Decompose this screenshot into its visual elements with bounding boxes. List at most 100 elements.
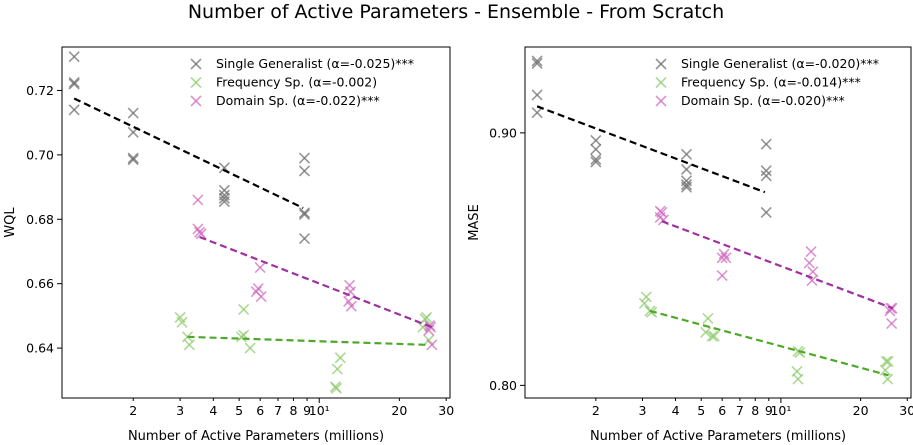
data-point	[298, 208, 311, 221]
data-point	[794, 346, 806, 359]
data-point	[331, 363, 343, 375]
data-point	[345, 300, 357, 312]
data-point	[590, 143, 602, 155]
data-point	[195, 228, 207, 240]
legend-marker	[190, 76, 202, 89]
data-point	[590, 134, 602, 146]
data-point	[792, 373, 804, 385]
data-point	[640, 291, 652, 303]
data-point	[590, 153, 602, 165]
data-point	[680, 163, 693, 176]
x-tick-label: 7	[736, 403, 744, 418]
data-point	[68, 51, 80, 63]
y-tick-label: 0.66	[26, 276, 54, 291]
x-tick-label: 6	[718, 403, 726, 418]
x-tick-label: 8	[751, 403, 759, 418]
data-point	[680, 179, 693, 191]
data-point	[426, 339, 438, 351]
x-tick-label: 3	[176, 403, 184, 418]
data-point	[803, 257, 815, 269]
data-point	[127, 154, 139, 166]
data-point	[298, 233, 311, 245]
legend-marker	[190, 58, 202, 70]
y-tick-label: 0.90	[489, 125, 517, 140]
legend-marker	[190, 95, 202, 107]
data-point	[702, 312, 714, 325]
legend-entry: Domain Sp. (α=-0.020)***	[681, 93, 845, 108]
data-point	[760, 138, 772, 150]
y-axis-title: MASE	[467, 204, 482, 241]
series-3	[654, 205, 898, 330]
x-tick-label: 10¹	[770, 403, 791, 418]
data-point	[68, 76, 80, 88]
legend: Single Generalist (α=-0.020)*** Frequency…	[655, 56, 879, 108]
data-point	[192, 194, 204, 206]
y-tick-label: 0.64	[26, 341, 54, 356]
data-point	[807, 266, 819, 278]
trend-line	[199, 235, 433, 329]
data-point	[680, 181, 693, 193]
data-point	[238, 303, 250, 316]
plot-frame	[524, 46, 912, 399]
data-point	[880, 355, 892, 367]
data-point	[254, 262, 266, 274]
data-point	[720, 252, 732, 264]
data-point	[250, 286, 262, 298]
data-point	[700, 326, 712, 338]
x-tick-label: 3	[638, 403, 646, 418]
data-point	[68, 104, 80, 116]
figure-title: Number of Active Parameters - Ensemble -…	[188, 1, 724, 23]
trend-line	[536, 105, 766, 194]
x-tick-label: 9	[765, 403, 773, 418]
legend-marker	[655, 76, 667, 89]
data-point	[420, 311, 433, 324]
data-point	[298, 152, 311, 164]
trend-line	[649, 309, 889, 377]
series-3	[192, 194, 438, 351]
data-point	[423, 334, 435, 346]
data-point	[882, 355, 894, 367]
x-tick-label: 20	[853, 403, 869, 418]
data-point	[330, 382, 342, 394]
data-point	[716, 252, 728, 264]
legend-entry: Frequency Sp. (α=-0.002)	[216, 75, 377, 90]
data-point	[708, 330, 720, 342]
data-point	[298, 165, 311, 177]
x-tick-label: 2	[129, 403, 137, 418]
data-point	[127, 107, 139, 119]
data-point	[879, 364, 891, 376]
x-tick-label: 4	[672, 403, 680, 418]
data-point	[244, 342, 256, 354]
data-point	[252, 282, 264, 295]
plot-frame	[61, 46, 451, 399]
x-axis-title: Number of Active Parameters (millions)	[128, 429, 384, 444]
data-point	[716, 269, 728, 282]
y-tick-label: 0.68	[26, 212, 54, 227]
x-tick-label: 20	[391, 403, 407, 418]
y-axis-title: WQL	[3, 207, 18, 238]
x-axis-title: Number of Active Parameters (millions)	[590, 429, 846, 444]
legend-marker	[655, 58, 667, 70]
x-tick-label: 9	[303, 403, 311, 418]
data-point	[760, 170, 772, 182]
y-tick-label: 0.80	[489, 378, 517, 393]
legend-marker	[655, 95, 667, 107]
x-tick-label: 5	[697, 403, 705, 418]
data-point	[531, 89, 543, 101]
data-point	[805, 245, 817, 258]
data-point	[218, 184, 230, 196]
data-point	[760, 206, 772, 218]
x-tick-label: 10¹	[309, 403, 330, 418]
series-2	[174, 303, 435, 394]
trend-line	[187, 335, 428, 346]
data-point	[760, 165, 772, 177]
data-point	[590, 156, 602, 168]
x-tick-label: 8	[289, 403, 297, 418]
data-point	[423, 324, 435, 336]
trend-line	[661, 220, 894, 310]
data-point	[638, 297, 650, 309]
data-point	[218, 192, 230, 204]
